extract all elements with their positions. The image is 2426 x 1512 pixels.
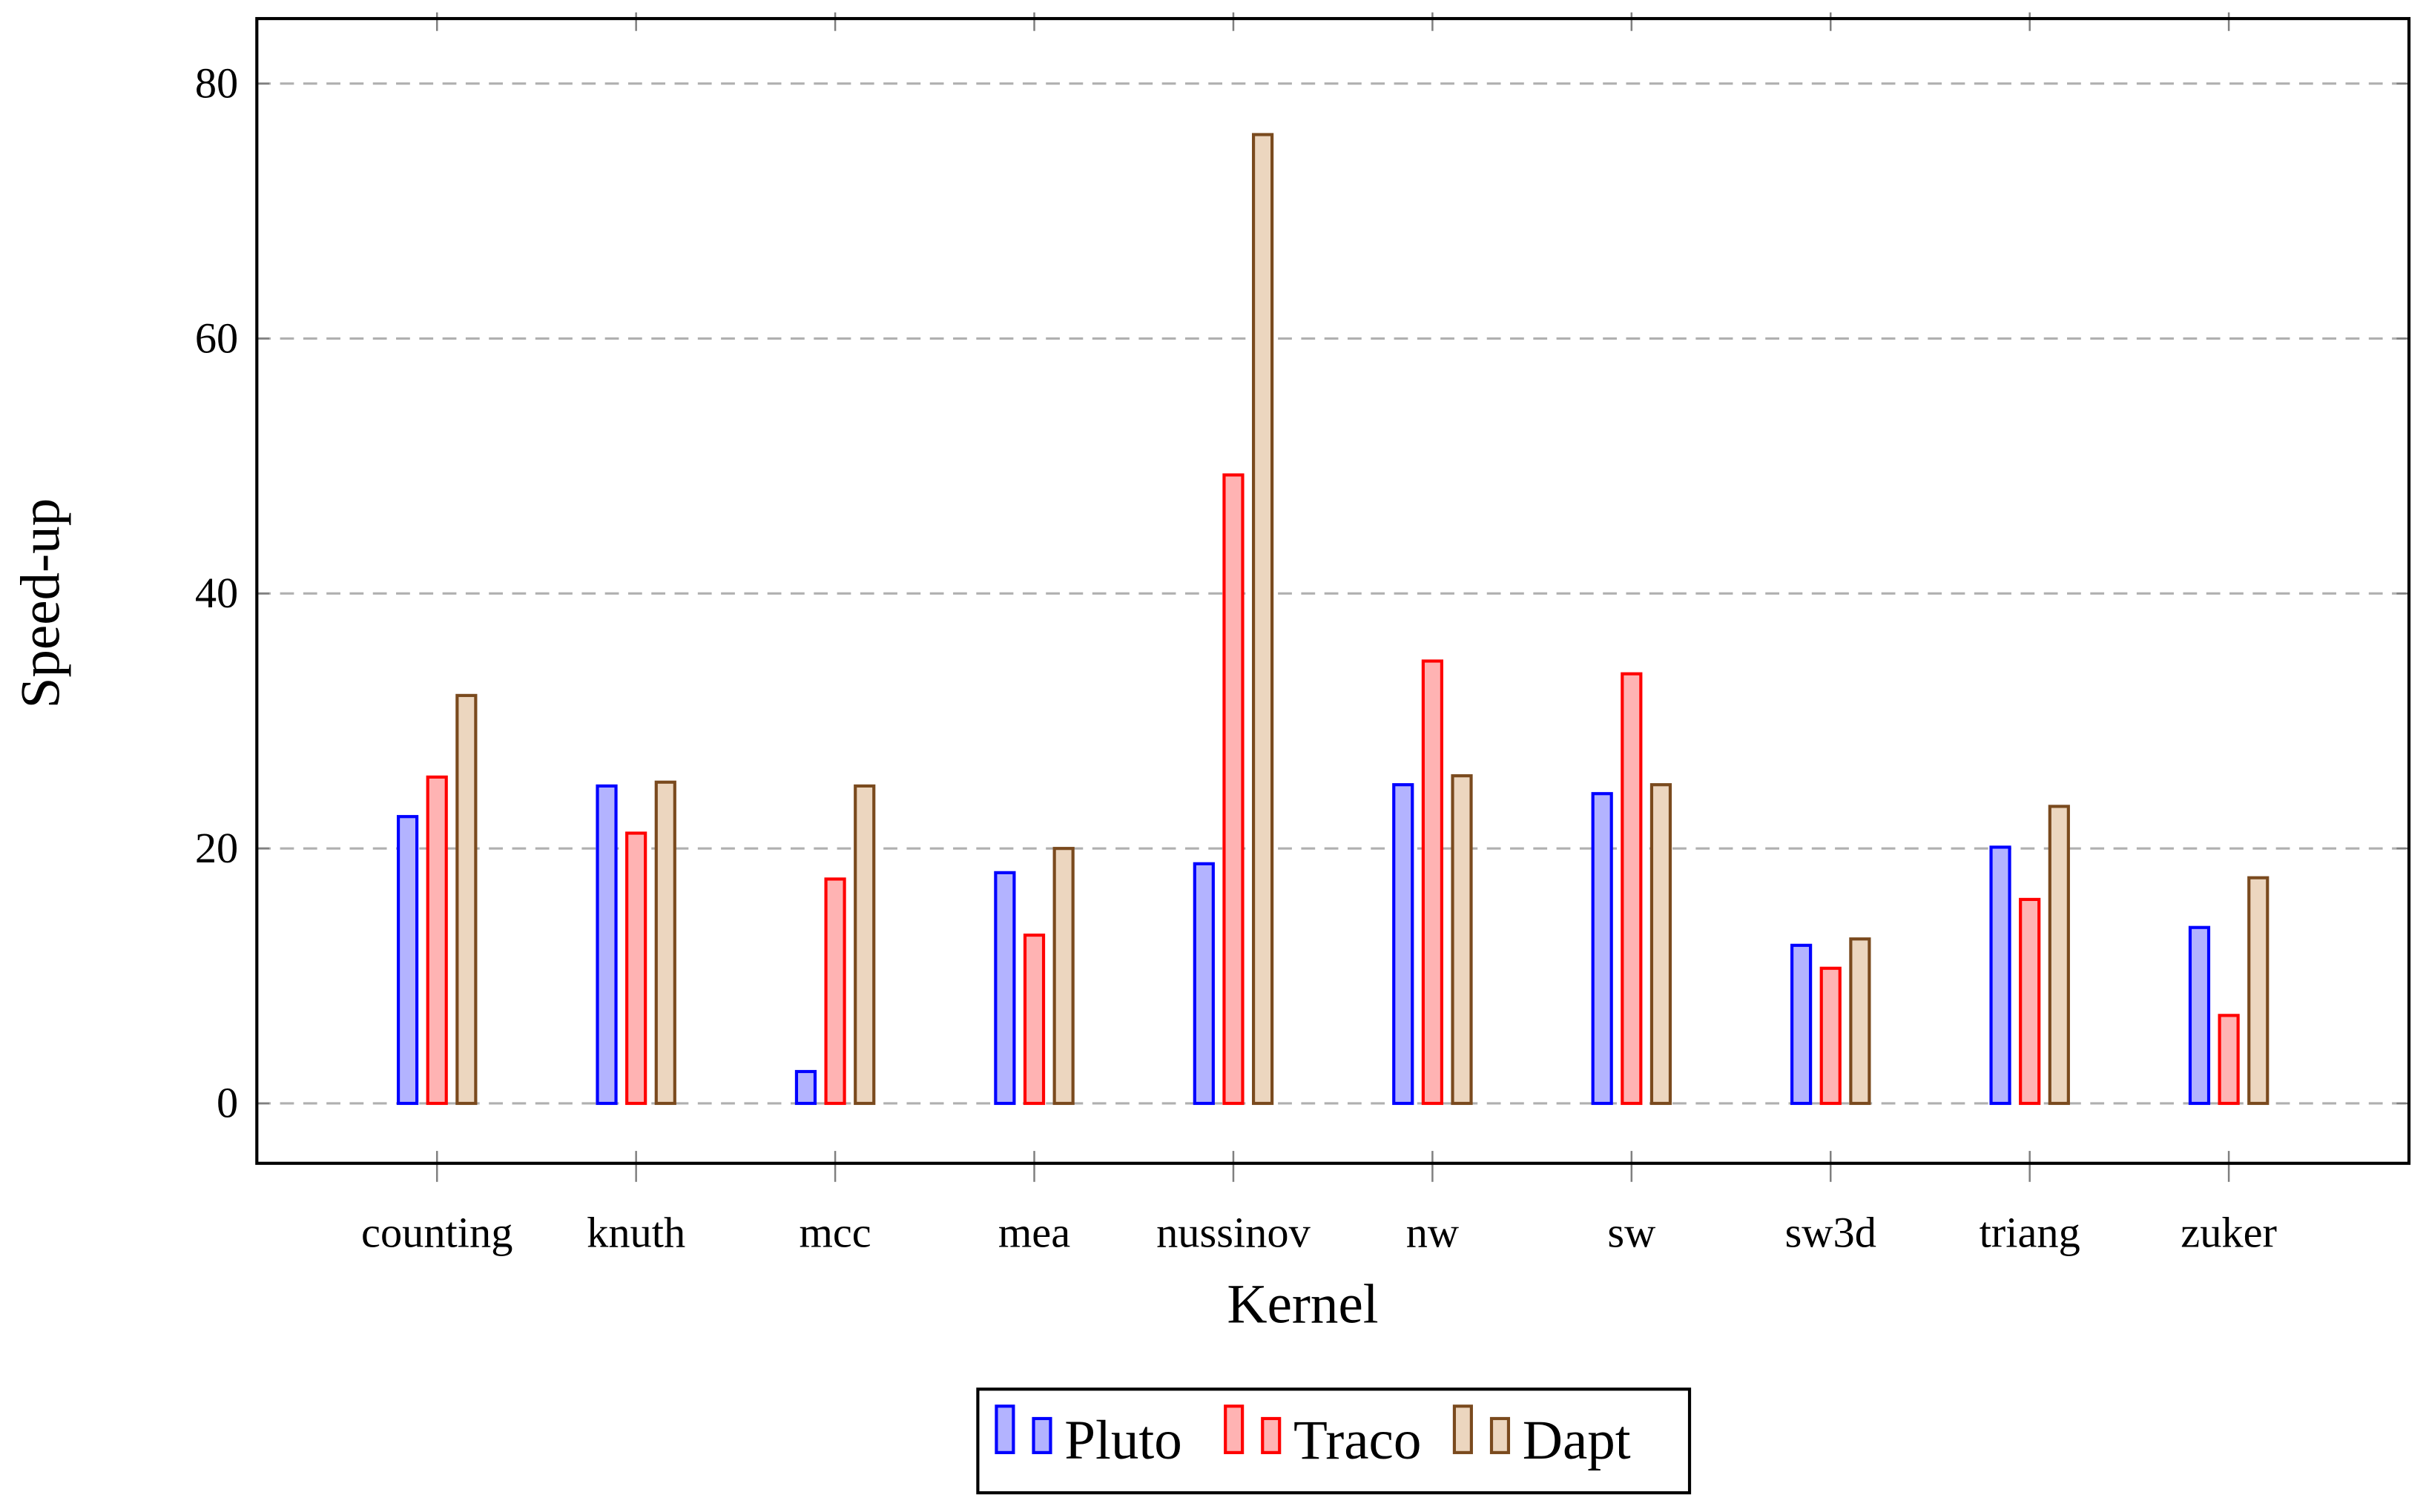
bar [1451,774,1473,1106]
x-tick-label: sw3d [1785,1208,1876,1256]
legend-swatch [1261,1416,1282,1454]
bar [396,815,419,1106]
legend-swatch [1032,1416,1052,1454]
bar [654,780,676,1106]
legend-label: Traco [1293,1410,1421,1471]
legend-swatch [1452,1404,1473,1454]
x-tick-label: nw [1406,1208,1459,1256]
bar [1591,792,1613,1106]
bar [1392,783,1414,1106]
bar [1193,862,1215,1106]
legend-label: Pluto [1064,1410,1182,1471]
bar [1649,783,1672,1106]
x-tick-label: knuth [587,1208,685,1256]
x-tick-label: sw [1607,1208,1655,1256]
bar [1052,847,1075,1106]
legend-label: Dapt [1523,1410,1631,1471]
x-tick-label: zuker [2181,1208,2277,1256]
x-tick-label: mcc [799,1208,871,1256]
bar [2218,1014,2240,1106]
bar [1989,845,2011,1106]
y-tick-label: 0 [217,1079,238,1127]
bar [625,831,647,1106]
plot-frame [255,16,2411,1165]
x-tick-label: triang [1980,1208,2080,1256]
bar [854,784,876,1106]
y-tick-label: 60 [195,314,238,362]
y-tick-label: 80 [195,59,238,108]
x-tick-label: nussinov [1156,1208,1311,1256]
bar [1849,937,1871,1106]
x-axis-label: Kernel [1227,1274,1378,1336]
bar [2188,925,2211,1106]
bar [2019,897,2041,1106]
bar [1621,672,1643,1106]
bar [994,871,1016,1106]
legend-swatch [995,1404,1015,1454]
bar [1251,133,1274,1106]
x-tick-label: mea [998,1208,1070,1256]
legend-swatch [1489,1416,1511,1454]
bar [1421,659,1443,1106]
x-tick-label: counting [361,1208,512,1256]
bar [1222,473,1245,1106]
bar [2048,805,2070,1106]
y-axis-label: Speed-up [10,498,71,709]
bar [794,1069,817,1106]
bar [2247,876,2270,1106]
legend-box [976,1387,1692,1495]
bar [1790,943,1813,1106]
y-tick-label: 40 [195,569,238,617]
bar [1023,933,1046,1106]
bar [426,775,448,1106]
bar [1819,966,1842,1106]
legend-swatch [1224,1404,1245,1454]
y-tick-label: 20 [195,824,238,872]
bar [455,693,478,1106]
bar [596,784,618,1106]
bar [824,877,846,1106]
